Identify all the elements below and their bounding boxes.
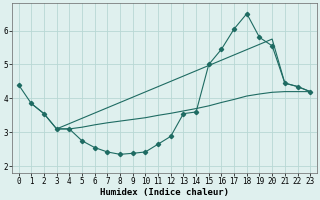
X-axis label: Humidex (Indice chaleur): Humidex (Indice chaleur) xyxy=(100,188,229,197)
